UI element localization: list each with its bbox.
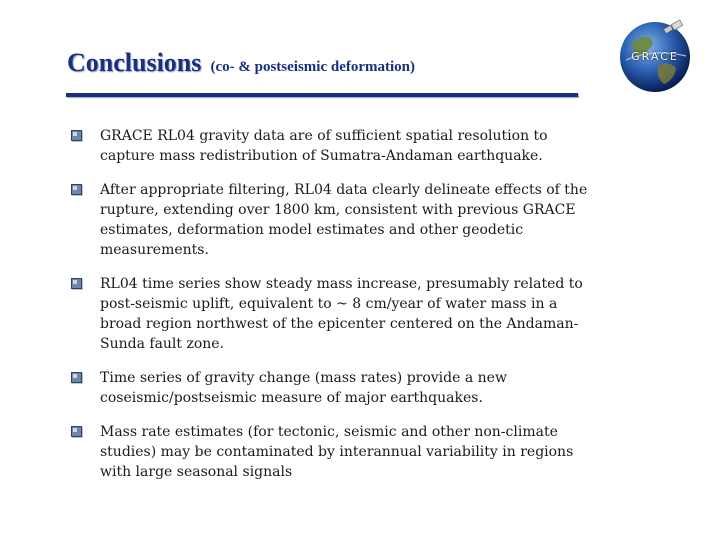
list-item-text: After appropriate filtering, RL04 data c… xyxy=(100,182,588,258)
list-item: GRACE RL04 gravity data are of sufficien… xyxy=(71,126,591,166)
square-bullet-icon xyxy=(71,426,82,437)
list-item-text: Time series of gravity change (mass rate… xyxy=(100,370,507,406)
list-item: RL04 time series show steady mass increa… xyxy=(71,274,591,354)
conclusion-list: GRACE RL04 gravity data are of sufficien… xyxy=(71,126,591,496)
globe-icon xyxy=(620,19,690,92)
square-bullet-icon xyxy=(71,372,82,383)
list-item: After appropriate filtering, RL04 data c… xyxy=(71,180,591,260)
list-item: Time series of gravity change (mass rate… xyxy=(71,368,591,408)
list-item-text: RL04 time series show steady mass increa… xyxy=(100,276,583,352)
list-item-text: Mass rate estimates (for tectonic, seism… xyxy=(100,424,574,480)
page-title: Conclusions xyxy=(67,48,202,77)
title-divider xyxy=(66,93,578,97)
list-item: Mass rate estimates (for tectonic, seism… xyxy=(71,422,591,482)
list-item-text: GRACE RL04 gravity data are of sufficien… xyxy=(100,128,548,164)
slide-title: Conclusions (co- & postseismic deformati… xyxy=(67,48,415,78)
grace-logo: GRACE xyxy=(614,14,696,96)
square-bullet-icon xyxy=(71,130,82,141)
logo-text: GRACE xyxy=(631,50,679,63)
page-subtitle: (co- & postseismic deformation) xyxy=(210,59,416,75)
square-bullet-icon xyxy=(71,184,82,195)
square-bullet-icon xyxy=(71,278,82,289)
